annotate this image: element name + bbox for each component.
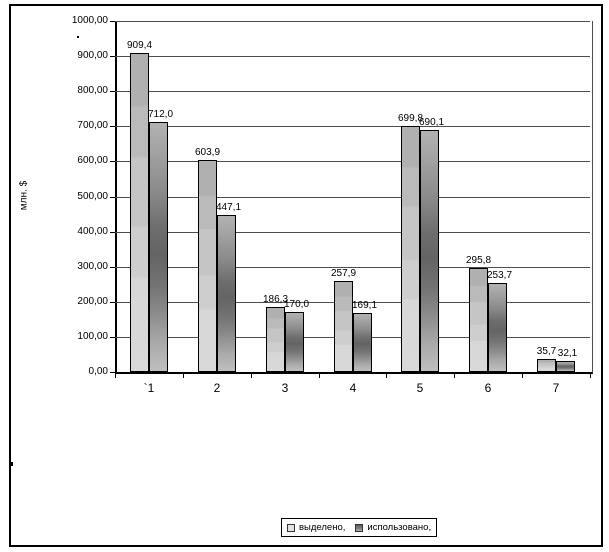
- bar-value-label: 32,1: [557, 348, 578, 359]
- y-axis-tick-label: 500,00: [77, 191, 108, 202]
- bar-value-label: 699,8: [397, 113, 424, 124]
- y-axis-tick: [110, 197, 115, 198]
- bar-value-label: 603,9: [194, 147, 221, 158]
- y-axis-tick-label: 700,00: [77, 120, 108, 131]
- bar-series1-cat7: [537, 359, 556, 372]
- bar-value-label: 295,8: [465, 255, 492, 266]
- y-axis-tick: [110, 267, 115, 268]
- y-axis-tick-label: 400,00: [77, 226, 108, 237]
- gridline: [115, 91, 590, 92]
- y-axis-tick: [110, 232, 115, 233]
- legend-marker-icon: [355, 523, 364, 532]
- bar-series1-cat5: [401, 126, 420, 372]
- bar-series2-cat5: [420, 130, 439, 372]
- bar-series1-cat6: [469, 268, 488, 372]
- y-axis-tick: [110, 21, 115, 22]
- x-axis-tick: [115, 374, 116, 378]
- y-axis-tick-label: 0,00: [88, 366, 108, 377]
- legend-label: использовано,: [367, 521, 432, 533]
- legend-item-2: использовано,: [355, 521, 432, 533]
- bar-value-label: 257,9: [330, 268, 357, 279]
- gridline: [115, 161, 590, 162]
- x-axis-category-label: `1: [143, 381, 155, 395]
- y-axis-tick-label: 200,00: [77, 296, 108, 307]
- x-axis-tick: [454, 374, 455, 378]
- legend-marker-icon: [287, 523, 295, 532]
- scan-artifact-notch: [10, 462, 13, 466]
- bar-series1-cat1: [130, 53, 149, 372]
- y-axis-tick: [110, 161, 115, 162]
- bar-series2-cat1: [149, 122, 168, 372]
- bar-value-label: 186,3: [262, 294, 289, 305]
- scan-artifact-dot: [77, 36, 79, 38]
- bar-value-label: 253,7: [486, 270, 513, 281]
- x-axis-category-label: 6: [484, 381, 492, 395]
- y-axis-tick-label: 100,00: [77, 331, 108, 342]
- legend: выделено, использовано,: [281, 518, 438, 537]
- y-axis-tick: [110, 337, 115, 338]
- bar-series2-cat6: [488, 283, 507, 372]
- bar-series2-cat2: [217, 215, 236, 372]
- x-axis-tick: [386, 374, 387, 378]
- legend-label: выделено,: [299, 521, 346, 533]
- y-axis-title: млн. $: [18, 180, 30, 211]
- gridline: [115, 197, 590, 198]
- bar-series2-cat4: [353, 313, 372, 372]
- y-axis-tick: [110, 91, 115, 92]
- bar-series1-cat3: [266, 307, 285, 372]
- x-axis-category-label: 5: [416, 381, 424, 395]
- x-axis-tick: [319, 374, 320, 378]
- x-axis-tick: [590, 374, 591, 378]
- bar-value-label: 170,0: [283, 299, 310, 310]
- x-axis-tick: [251, 374, 252, 378]
- gridline: [115, 267, 590, 268]
- gridline: [115, 126, 590, 127]
- y-axis-tick-label: 800,00: [77, 85, 108, 96]
- y-axis-tick-label: 900,00: [77, 50, 108, 61]
- x-axis-category-label: 3: [281, 381, 289, 395]
- bar-value-label: 909,4: [126, 40, 153, 51]
- bar-series2-cat7: [556, 361, 575, 372]
- x-axis-tick: [183, 374, 184, 378]
- y-axis-tick: [110, 302, 115, 303]
- window-border: [9, 4, 603, 547]
- bar-value-label: 35,7: [536, 346, 557, 357]
- bar-value-label: 690,1: [418, 117, 445, 128]
- bar-series1-cat2: [198, 160, 217, 372]
- y-axis-tick: [110, 372, 115, 373]
- y-axis-tick-label: 300,00: [77, 261, 108, 272]
- bar-series2-cat3: [285, 312, 304, 372]
- bar-series1-cat4: [334, 281, 353, 372]
- x-axis-category-label: 7: [552, 381, 560, 395]
- y-axis-tick-label: 600,00: [77, 155, 108, 166]
- gridline: [115, 232, 590, 233]
- bar-value-label: 712,0: [147, 109, 174, 120]
- legend-item-1: выделено,: [287, 521, 346, 533]
- x-axis-category-label: 4: [349, 381, 357, 395]
- y-axis-tick: [110, 126, 115, 127]
- y-axis-tick: [110, 56, 115, 57]
- bar-value-label: 447,1: [215, 202, 242, 213]
- y-axis-tick-label: 1000,00: [71, 15, 108, 26]
- gridline: [115, 56, 590, 57]
- gridline: [115, 21, 590, 22]
- bar-value-label: 169,1: [351, 300, 378, 311]
- x-axis-category-label: 2: [213, 381, 221, 395]
- x-axis-tick: [522, 374, 523, 378]
